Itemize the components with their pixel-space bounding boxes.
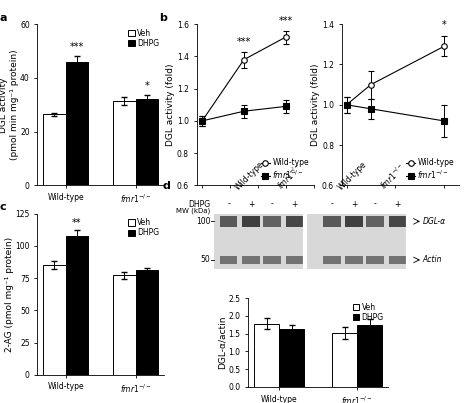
Text: *: * (145, 81, 149, 91)
Y-axis label: DGL-α/actin: DGL-α/actin (218, 316, 227, 369)
Bar (279, 329, 304, 387)
Text: **: ** (72, 218, 81, 228)
Text: 50: 50 (200, 256, 210, 264)
Bar (220, 256, 237, 264)
Text: DHPG: DHPG (188, 199, 210, 209)
Text: 100: 100 (196, 217, 210, 226)
Text: -: - (374, 199, 377, 209)
Bar (66, 62, 88, 185)
Text: -: - (271, 199, 273, 209)
Bar (389, 216, 407, 227)
Legend: Wild-type, $fmr1^{-/-}$: Wild-type, $fmr1^{-/-}$ (405, 158, 455, 182)
Y-axis label: DGL activity (fold): DGL activity (fold) (312, 64, 321, 146)
Text: +: + (292, 199, 298, 209)
Bar (43, 265, 66, 375)
X-axis label: Incubation (min): Incubation (min) (218, 205, 292, 214)
Text: +: + (248, 199, 254, 209)
Text: c: c (0, 202, 6, 212)
Text: b: b (159, 13, 167, 23)
Text: *: * (442, 20, 446, 30)
Bar (366, 256, 384, 264)
Text: ***: *** (237, 37, 251, 47)
Text: -: - (330, 199, 333, 209)
Text: Actin: Actin (423, 256, 442, 264)
Bar (242, 256, 260, 264)
Legend: Veh, DHPG: Veh, DHPG (352, 302, 385, 323)
Bar (220, 216, 237, 227)
Bar (323, 216, 341, 227)
Text: Wild-type: Wild-type (234, 160, 266, 192)
Legend: Veh, DHPG: Veh, DHPG (127, 28, 160, 49)
Text: -: - (227, 199, 230, 209)
Bar (263, 256, 281, 264)
Y-axis label: DGL activity (fold): DGL activity (fold) (167, 64, 176, 146)
Y-axis label: 2-AG (pmol mg⁻¹ protein): 2-AG (pmol mg⁻¹ protein) (5, 237, 14, 352)
Bar (323, 256, 341, 264)
Bar (113, 276, 136, 375)
Bar (366, 216, 384, 227)
Text: +: + (351, 199, 358, 209)
Bar (43, 114, 66, 185)
Bar (136, 270, 158, 375)
Text: d: d (163, 181, 171, 191)
Text: MW (kDa): MW (kDa) (176, 208, 210, 214)
Legend: Wild-type, $fmr1^{-/-}$: Wild-type, $fmr1^{-/-}$ (260, 158, 310, 182)
Text: a: a (0, 13, 7, 23)
Y-axis label: DGL activity
(pmol min mg⁻¹ protein): DGL activity (pmol min mg⁻¹ protein) (0, 50, 19, 160)
Bar (66, 235, 88, 375)
Bar (345, 256, 363, 264)
Bar (345, 216, 363, 227)
Bar (389, 256, 407, 264)
Bar (113, 101, 136, 185)
FancyBboxPatch shape (214, 214, 410, 269)
Bar (357, 325, 382, 387)
Bar (136, 100, 158, 185)
Text: $fmr1^{-/-}$: $fmr1^{-/-}$ (378, 161, 409, 192)
Bar (286, 216, 303, 227)
Text: +: + (395, 199, 401, 209)
Bar (286, 256, 303, 264)
Bar (332, 333, 357, 387)
Text: $fmr1^{-/-}$: $fmr1^{-/-}$ (275, 161, 306, 192)
Legend: Veh, DHPG: Veh, DHPG (127, 217, 160, 238)
Text: ***: *** (70, 42, 84, 52)
Bar (255, 324, 279, 387)
Text: ***: *** (278, 16, 293, 26)
Bar (263, 216, 281, 227)
Bar (242, 216, 260, 227)
Text: DGL-α: DGL-α (423, 217, 446, 226)
Text: Wild-type: Wild-type (336, 160, 369, 192)
X-axis label: DHPG (μM): DHPG (μM) (375, 205, 425, 214)
